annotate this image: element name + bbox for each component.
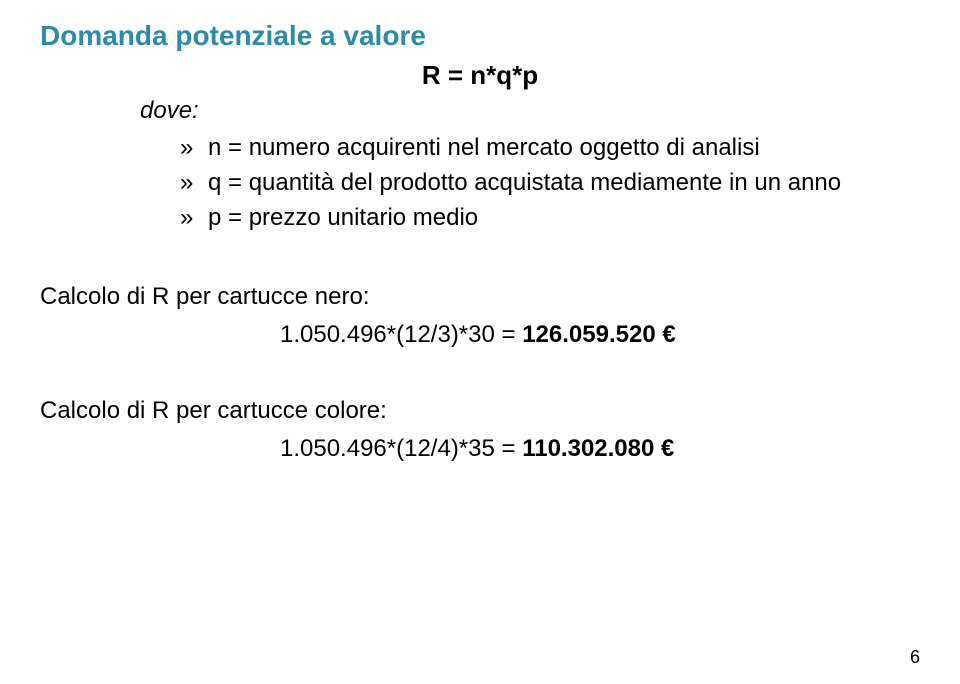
bullet-text: p = prezzo unitario medio	[208, 201, 478, 236]
calc2-result: 110.302.080 €	[522, 435, 674, 462]
page-title: Domanda potenziale a valore	[40, 20, 920, 52]
bullet-text: n = numero acquirenti nel mercato oggett…	[208, 131, 760, 166]
calc2-prefix: 1.050.496*(12/4)*35 =	[280, 435, 522, 462]
calc1-label: Calcolo di R per cartucce nero:	[40, 283, 920, 311]
calc2-value: 1.050.496*(12/4)*35 = 110.302.080 €	[280, 435, 920, 463]
bullet-marker: »	[180, 166, 208, 201]
calc2-label: Calcolo di R per cartucce colore:	[40, 397, 920, 425]
calc1-value: 1.050.496*(12/3)*30 = 126.059.520 €	[280, 321, 920, 349]
bullet-item: » q = quantità del prodotto acquistata m…	[180, 166, 920, 201]
bullet-marker: »	[180, 201, 208, 236]
bullet-text: q = quantità del prodotto acquistata med…	[208, 166, 841, 201]
bullet-item: » n = numero acquirenti nel mercato ogge…	[180, 131, 920, 166]
page-number: 6	[910, 647, 920, 668]
calc1-result: 126.059.520 €	[522, 321, 675, 348]
bullet-item: » p = prezzo unitario medio	[180, 201, 920, 236]
bullet-marker: »	[180, 131, 208, 166]
calc1-prefix: 1.050.496*(12/3)*30 =	[280, 321, 522, 348]
formula-text: R = n*q*p	[40, 60, 920, 91]
dove-label: dove:	[140, 97, 920, 125]
